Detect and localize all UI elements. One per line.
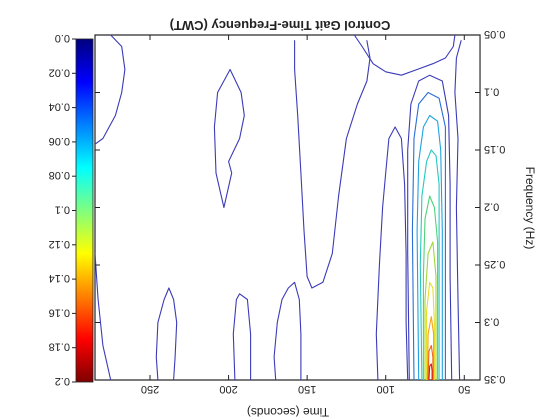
colorbar-tick-label: 0.08 bbox=[49, 169, 70, 181]
contour-line-9 bbox=[454, 40, 462, 380]
x-axis: 50 100 150 200 250 bbox=[141, 35, 470, 395]
colorbar bbox=[75, 38, 94, 383]
x-tick-label: 50 bbox=[458, 383, 470, 395]
y-tick-label: 0.05 bbox=[484, 28, 505, 40]
chart-title: Control Gait Time-Frequency (CWT) bbox=[170, 18, 391, 33]
contour-line-5 bbox=[273, 281, 302, 380]
contour-line-16 bbox=[424, 241, 437, 380]
x-tick-label: 250 bbox=[141, 383, 159, 395]
contour-line-1 bbox=[95, 252, 112, 380]
y-axis-label: Frequency (Hz) bbox=[523, 167, 537, 250]
colorbar-tick-label: 0.1 bbox=[55, 204, 70, 216]
contour-line-3 bbox=[155, 287, 178, 380]
y-tick-label: 0.3 bbox=[484, 316, 499, 328]
contour-line-15 bbox=[422, 195, 439, 380]
contour-line-12 bbox=[411, 91, 446, 380]
contour-lines bbox=[95, 35, 480, 380]
colorbar-tick-label: 0.16 bbox=[49, 306, 70, 318]
contour-line-11 bbox=[407, 74, 453, 380]
y-tick-label: 0.1 bbox=[484, 86, 499, 98]
colorbar-tick-label: 0.2 bbox=[55, 375, 70, 387]
colorbar-tick-label: 0.0 bbox=[55, 32, 70, 44]
contour-line-7 bbox=[213, 68, 245, 209]
y-tick-label: 0.2 bbox=[484, 201, 499, 213]
contour-line-10 bbox=[353, 35, 456, 76]
contour-line-18 bbox=[426, 316, 435, 380]
contour-line-19 bbox=[427, 344, 434, 380]
y-tick-label: 0.15 bbox=[484, 143, 505, 155]
y-axis: 0.05 0.1 0.15 0.2 0.25 0.3 0.35 bbox=[95, 28, 505, 385]
x-tick-label: 200 bbox=[219, 383, 237, 395]
contour-line-8 bbox=[375, 126, 409, 380]
colorbar-tick-label: 0.14 bbox=[49, 272, 70, 284]
x-tick-label: 150 bbox=[298, 383, 316, 395]
contour-line-13 bbox=[416, 114, 443, 380]
contour-line-17 bbox=[426, 281, 435, 380]
plot-area bbox=[94, 34, 481, 381]
contour-line-14 bbox=[419, 149, 440, 380]
colorbar-tick-label: 0.02 bbox=[49, 66, 70, 78]
colorbar-tick-label: 0.04 bbox=[49, 101, 70, 113]
colorbar-ticks: 0.0 0.02 0.04 0.06 0.08 0.1 0.12 0.14 0.16 0.18 0.… bbox=[49, 32, 76, 387]
x-tick-label: 100 bbox=[377, 383, 395, 395]
y-tick-label: 0.35 bbox=[484, 373, 505, 385]
contour-line-6 bbox=[294, 40, 371, 289]
colorbar-tick-label: 0.06 bbox=[49, 135, 70, 147]
colorbar-tick-label: 0.18 bbox=[49, 341, 70, 353]
x-axis-label: Time (seconds) bbox=[247, 405, 329, 419]
y-tick-label: 0.25 bbox=[484, 258, 505, 270]
contour-line-2 bbox=[95, 35, 126, 145]
contour-line-20 bbox=[428, 363, 433, 380]
colorbar-tick-label: 0.12 bbox=[49, 238, 70, 250]
contour-line-4 bbox=[232, 293, 252, 380]
